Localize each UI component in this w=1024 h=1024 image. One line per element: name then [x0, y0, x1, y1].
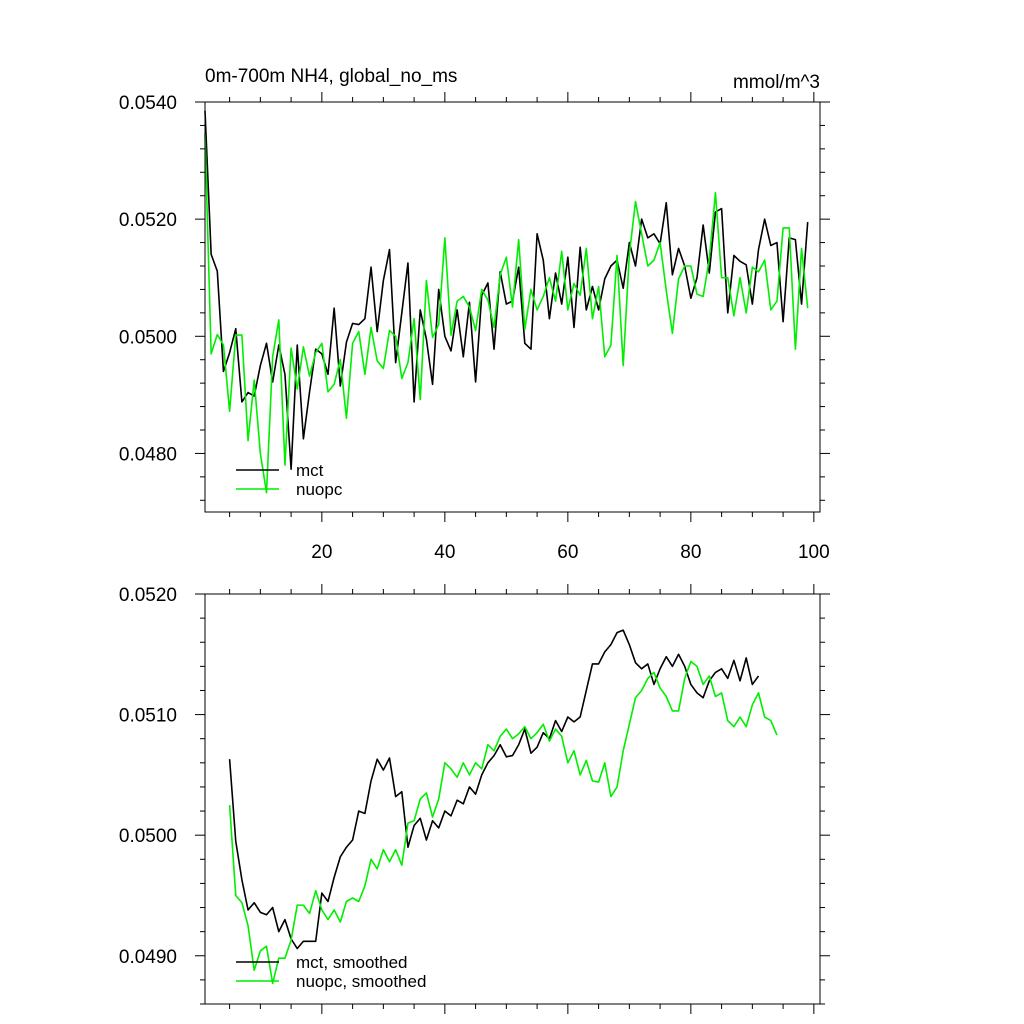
top-tick-layer [195, 92, 830, 522]
bottom-plot-frame [204, 593, 821, 1005]
y-tick-label-2: 0.0520 [119, 210, 177, 231]
series-line-nuopc [204, 134, 809, 494]
bottom-series-layer [228, 629, 778, 985]
bottom-legend: mct, smoothed nuopc, smoothed [236, 953, 426, 991]
y-tick-label-3: 0.0520 [119, 585, 177, 606]
series-line-mct-smoothed [228, 629, 760, 950]
top-series-layer [204, 110, 809, 494]
x-tick-label-80: 80 [680, 542, 701, 563]
legend-label-nuopc-smoothed: nuopc, smoothed [296, 972, 426, 991]
x-tick-label-100: 100 [798, 542, 830, 563]
top-plot-frame [204, 101, 821, 513]
y-tick-label-1: 0.0500 [119, 826, 177, 847]
top-chart-units: mmol/m^3 [733, 72, 820, 93]
y-tick-label-2: 0.0510 [119, 706, 177, 727]
top-chart-title: 0m-700m NH4, global_no_ms [205, 66, 457, 87]
series-line-nuopc-smoothed [228, 660, 778, 985]
y-tick-label-1: 0.0500 [119, 327, 177, 348]
series-line-mct [204, 110, 809, 471]
top-legend: mct nuopc [236, 461, 343, 499]
legend-label-mct-smoothed: mct, smoothed [296, 953, 408, 972]
x-tick-label-20: 20 [311, 542, 332, 563]
top-chart-panel: 0m-700m NH4, global_no_ms mmol/m^3 20 40 6… [119, 66, 830, 563]
y-tick-label-3: 0.0540 [119, 93, 177, 114]
top-tick-label-layer: 20 40 60 80 100 0.0480 0.0500 0.0520 0.0540 [119, 93, 830, 563]
y-tick-label-0: 0.0480 [119, 444, 177, 465]
legend-label-mct: mct [296, 461, 324, 480]
bottom-tick-layer [195, 584, 830, 1014]
y-tick-label-0: 0.0490 [119, 947, 177, 968]
x-tick-label-40: 40 [434, 542, 455, 563]
bottom-chart-panel: 0.0490 0.0500 0.0510 0.0520 mct, smoothed n… [119, 584, 830, 1014]
x-tick-label-60: 60 [557, 542, 578, 563]
bottom-tick-label-layer: 0.0490 0.0500 0.0510 0.0520 [119, 585, 177, 968]
legend-label-nuopc: nuopc [296, 480, 343, 499]
